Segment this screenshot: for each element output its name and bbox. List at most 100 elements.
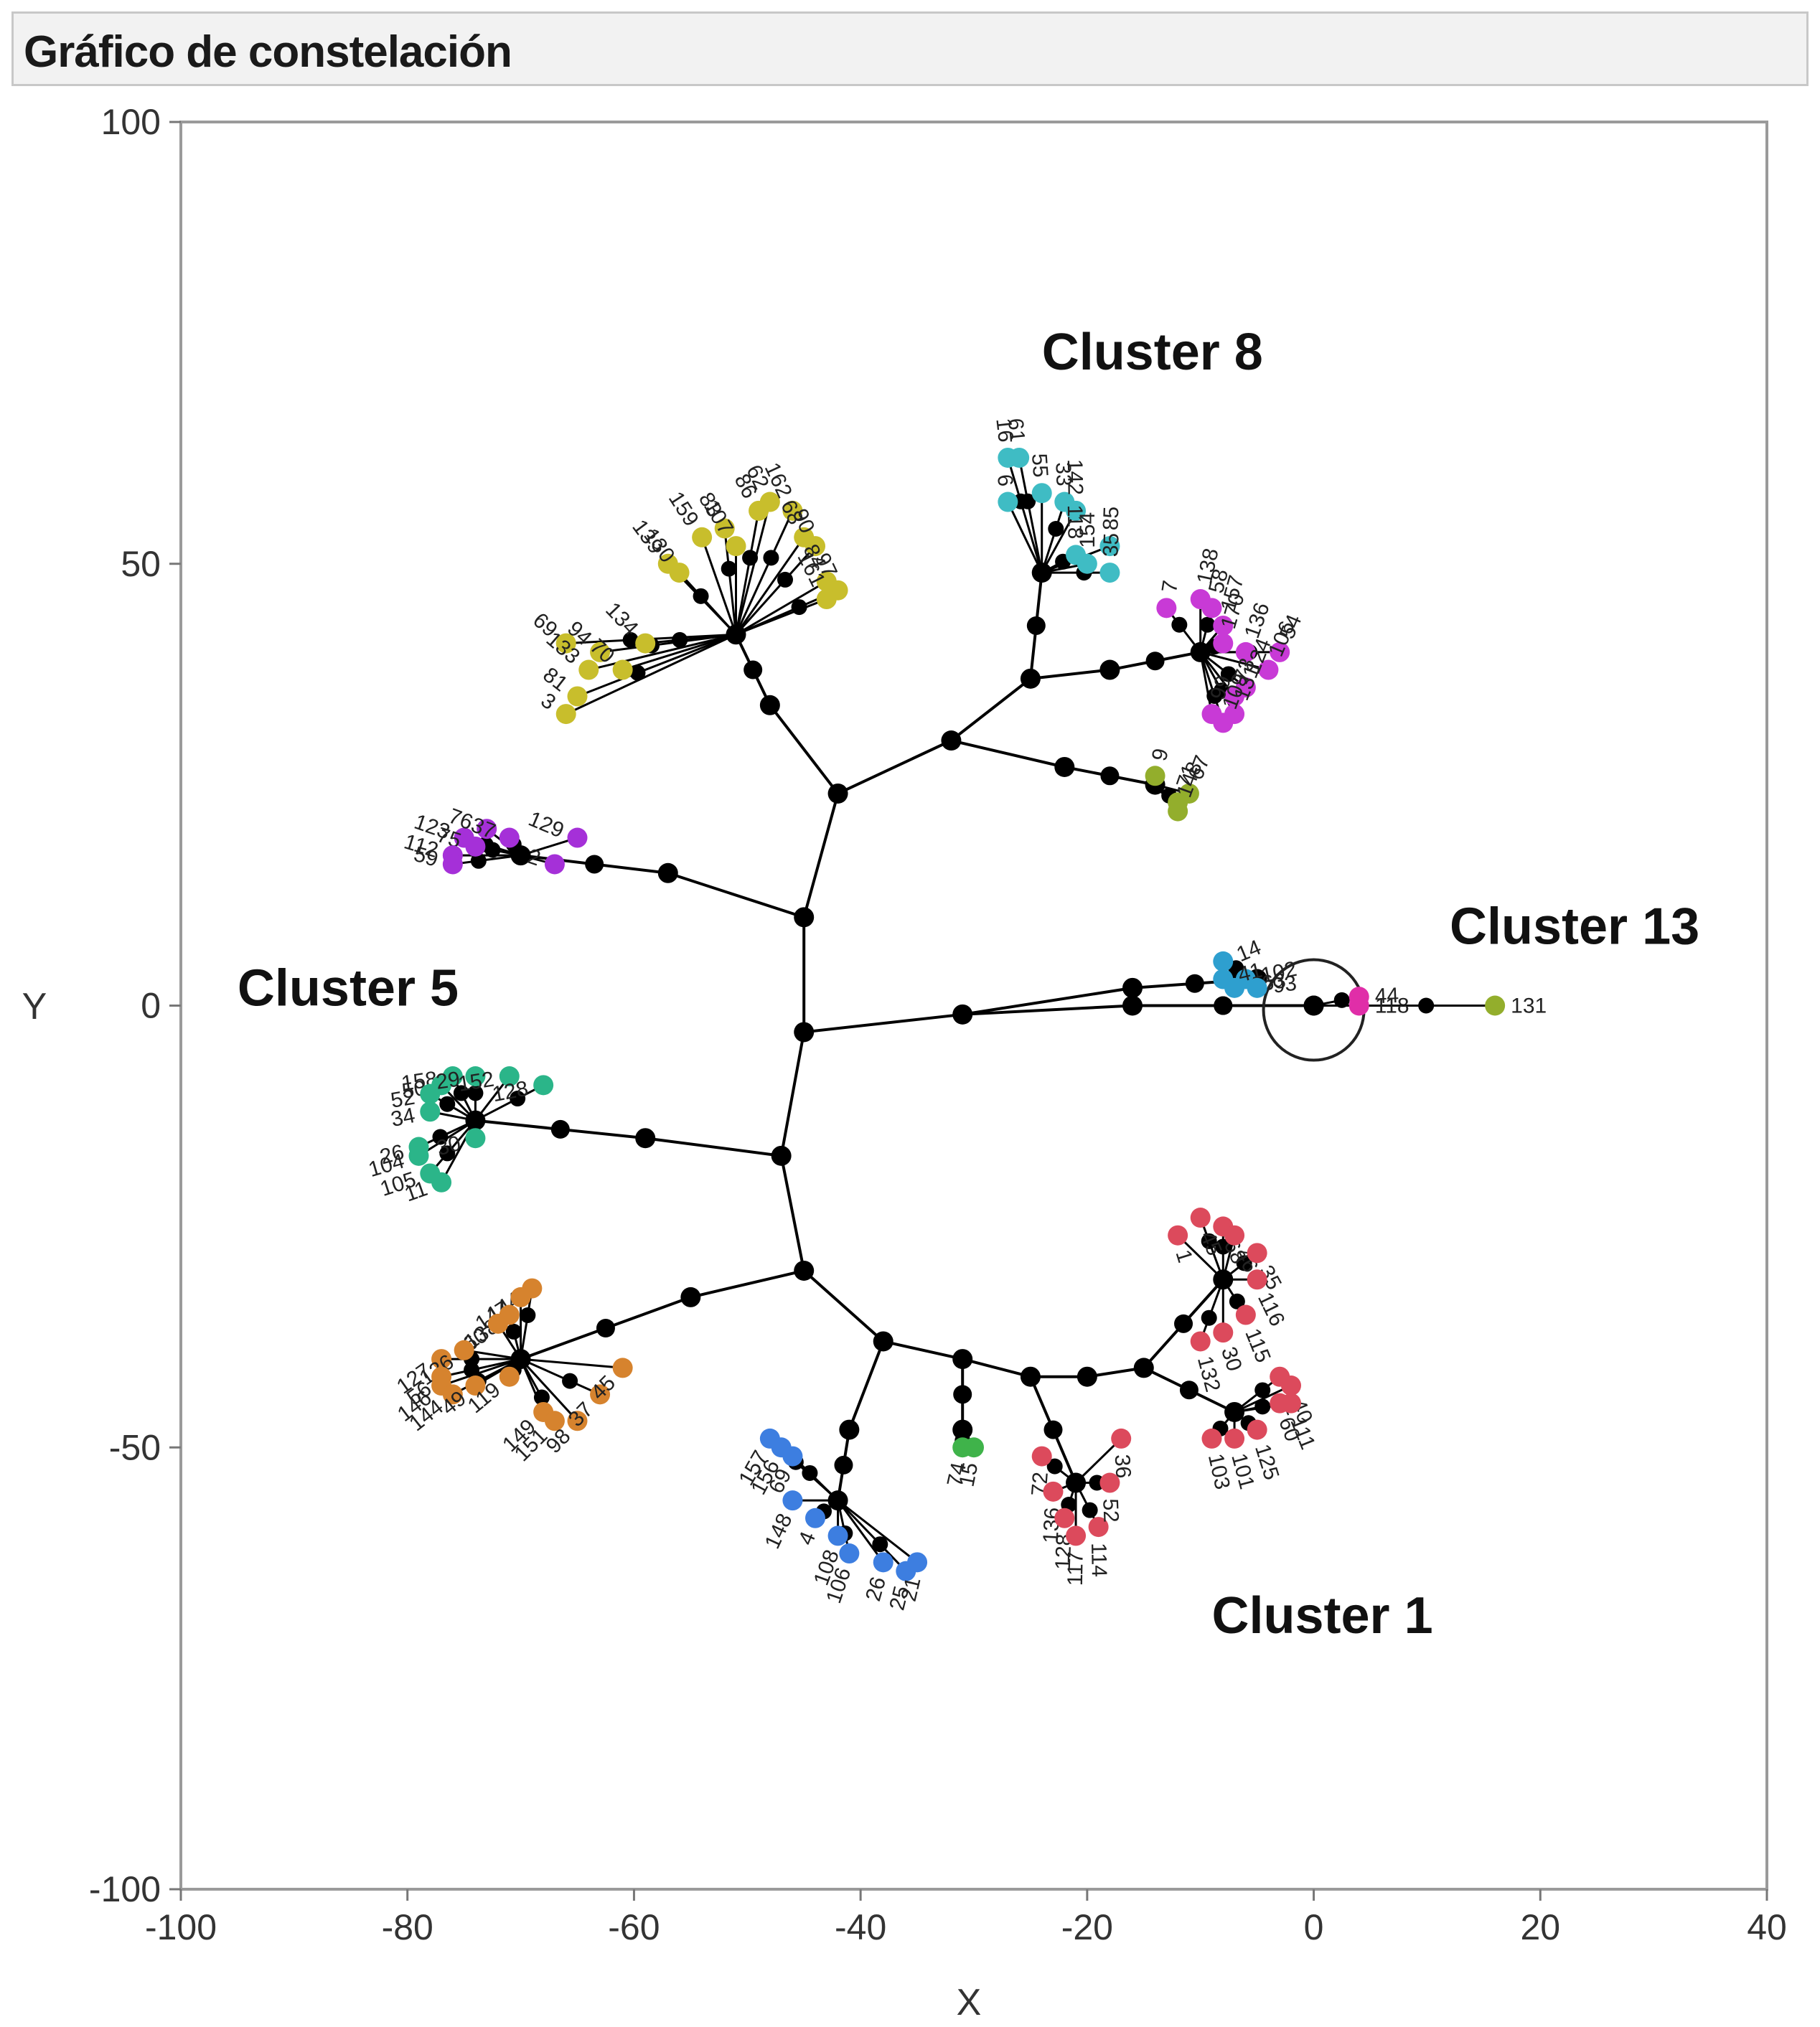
- leaf-edge: [645, 633, 736, 645]
- axis-ticks: -100 -80 -60 -40 -20 0 20 40 100 50 0 -50 -100: [89, 102, 1787, 1947]
- leaf-point: [499, 1066, 520, 1087]
- leaf-point: [1258, 659, 1279, 680]
- tree-node: [827, 1490, 848, 1511]
- x-tick-label: 20: [1520, 1907, 1560, 1947]
- leaf-label: 131: [1511, 994, 1547, 1018]
- tree-node: [794, 907, 815, 928]
- tree-node: [693, 588, 709, 604]
- tree-node: [834, 1455, 853, 1475]
- tree-node: [873, 1331, 893, 1352]
- leaf-point: [1247, 1419, 1267, 1440]
- tree-edge: [962, 986, 1133, 1016]
- cluster-annotations: Cluster 8 Cluster 13 Cluster 5 Cluster 1: [238, 324, 1699, 1645]
- tree-edge: [802, 793, 840, 918]
- tree-node: [1303, 995, 1324, 1016]
- leaf-point: [1281, 1375, 1301, 1396]
- leaf-point: [1213, 951, 1234, 972]
- tree-node: [1020, 493, 1036, 509]
- leaf-edge: [1006, 457, 1043, 573]
- leaf-point: [1190, 1208, 1211, 1228]
- x-tick-label: -40: [835, 1907, 886, 1947]
- leaf-edge: [452, 854, 521, 865]
- tree-node: [802, 1464, 818, 1481]
- leaf-edge: [1041, 510, 1077, 573]
- leaf-point: [499, 1366, 520, 1387]
- leaf-point: [431, 1349, 452, 1370]
- leaf-point: [805, 1508, 825, 1528]
- leaf-label: 117: [1064, 1551, 1088, 1586]
- leaf-point: [998, 492, 1018, 512]
- leaf-point: [555, 704, 576, 725]
- leaf-point: [578, 659, 599, 680]
- leaf-point: [567, 1411, 588, 1431]
- tree-node: [1254, 1382, 1271, 1398]
- tree-node: [520, 1307, 536, 1324]
- leaf-label: 61: [1003, 417, 1029, 443]
- tree-node: [1215, 1238, 1232, 1255]
- leaf-edge: [700, 537, 737, 635]
- leaf-point: [1270, 641, 1290, 662]
- leaf-label: 9: [1148, 746, 1173, 763]
- leaf-point: [692, 527, 713, 547]
- leaf-point: [590, 1384, 611, 1405]
- tree-edge: [779, 1032, 806, 1157]
- leaf-point: [1054, 1508, 1075, 1528]
- tree-nodes: [432, 493, 1435, 1553]
- leaf-point: [1099, 1472, 1120, 1493]
- tree-node: [952, 1349, 973, 1370]
- y-tick-label: -50: [109, 1427, 161, 1467]
- leaf-label: 25: [885, 1584, 914, 1612]
- leaf-edge: [1041, 502, 1066, 573]
- leaf-point: [782, 1446, 803, 1467]
- tree-node: [742, 550, 759, 566]
- x-tick-label: -20: [1061, 1907, 1113, 1947]
- tree-node: [1099, 659, 1120, 680]
- tree-edge: [848, 1340, 885, 1431]
- tree-node: [794, 1260, 815, 1281]
- leaf-edge: [474, 1084, 544, 1121]
- leaf-point: [555, 633, 576, 654]
- tree-edge: [644, 1137, 782, 1157]
- leaf-label: 15: [954, 1461, 982, 1489]
- tree-node: [1224, 1401, 1245, 1422]
- leaf-point: [1201, 598, 1222, 619]
- tree-node: [470, 852, 487, 869]
- leaf-point: [1043, 1481, 1064, 1502]
- leaf-point: [1235, 1304, 1256, 1325]
- leaf-label: 44: [1374, 984, 1399, 1008]
- leaf-point: [1168, 1225, 1188, 1246]
- leaf-edge: [735, 580, 827, 636]
- tree-edge: [837, 739, 952, 795]
- tree-node: [1020, 668, 1041, 689]
- leaf-edge: [735, 598, 827, 636]
- leaf-point: [1247, 977, 1267, 998]
- tree-node: [484, 842, 501, 858]
- leaf-point: [1213, 633, 1234, 654]
- tree-node: [1066, 1472, 1087, 1493]
- leaf-label: 52: [389, 1086, 417, 1113]
- leaf-point: [1031, 1446, 1052, 1467]
- leaf-point: [1099, 536, 1120, 557]
- leaf-point: [1348, 995, 1369, 1016]
- leaf-point: [839, 1543, 860, 1564]
- leaf-point: [1235, 641, 1256, 662]
- cluster-annotation: Cluster 5: [238, 960, 459, 1017]
- tree-edge: [779, 1155, 806, 1271]
- tree-node: [432, 1129, 449, 1145]
- tree-node: [941, 730, 962, 751]
- leaf-point: [499, 827, 520, 848]
- leaf-point: [612, 1358, 633, 1378]
- leaf-label: 21: [897, 1575, 926, 1604]
- leaf-label: 142: [1063, 459, 1087, 496]
- tree-edge: [883, 1340, 963, 1361]
- leaf-point: [454, 1340, 474, 1360]
- tree-node: [1043, 1420, 1063, 1439]
- leaf-point: [1213, 615, 1234, 636]
- tree-node: [1100, 766, 1120, 786]
- leaf-edge: [678, 572, 737, 636]
- tree-node: [629, 664, 646, 681]
- tree-node: [1254, 1398, 1271, 1415]
- tree-node: [1190, 641, 1211, 662]
- tree-node: [596, 1318, 615, 1337]
- leaf-point: [590, 641, 611, 662]
